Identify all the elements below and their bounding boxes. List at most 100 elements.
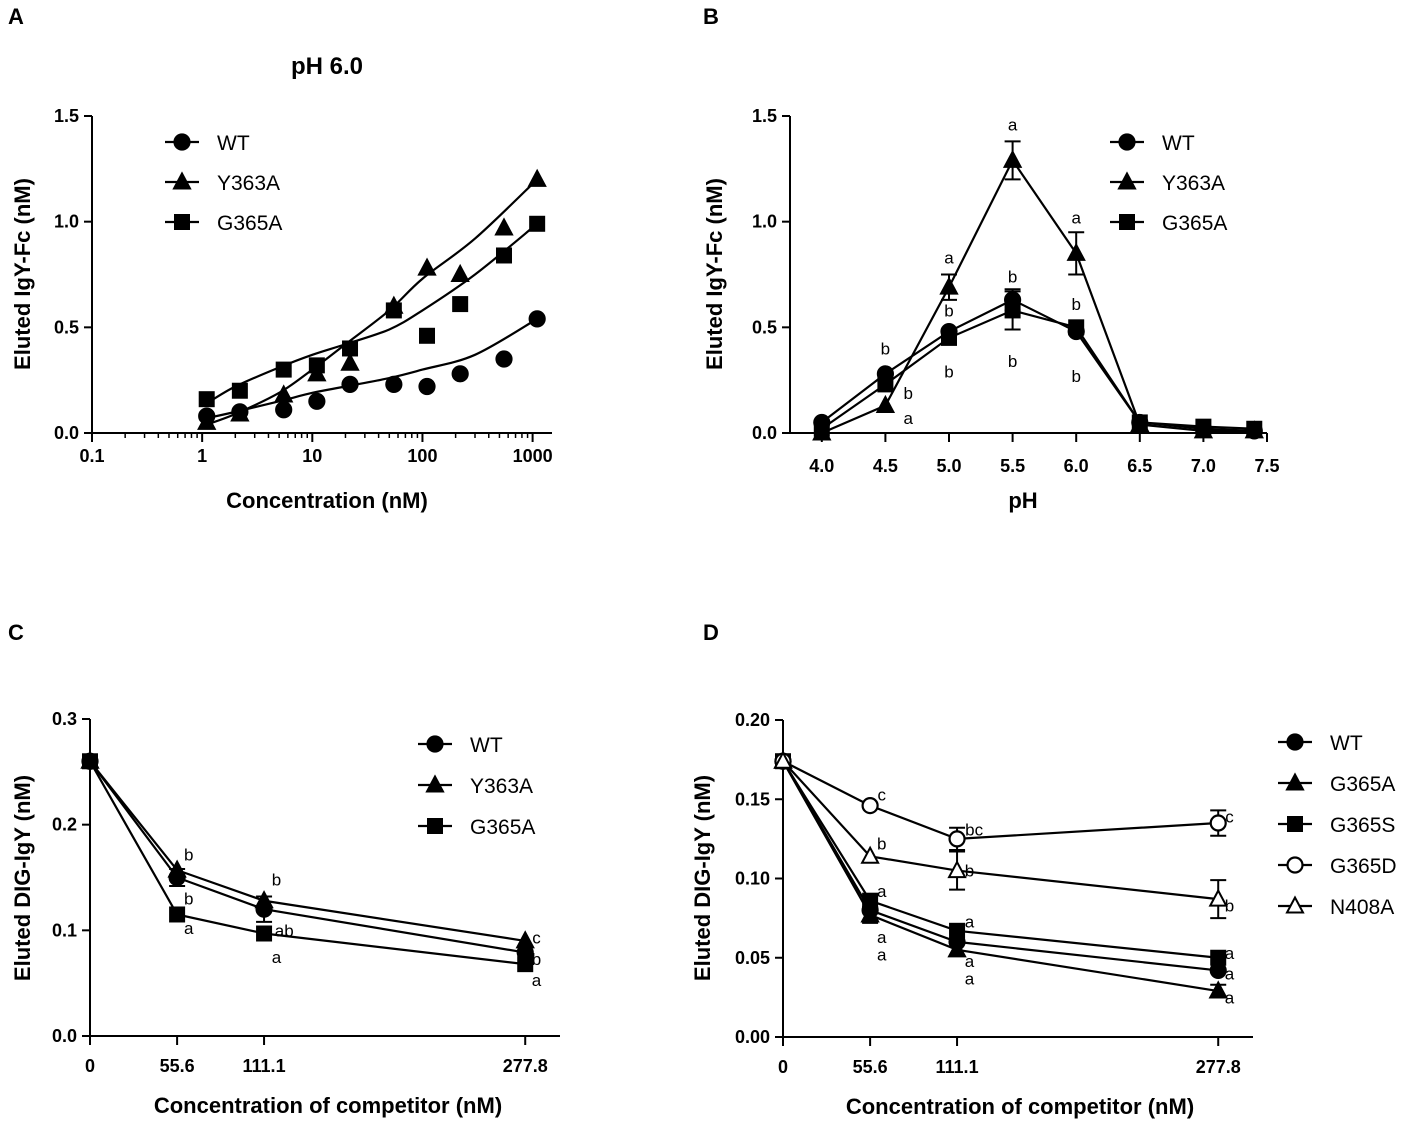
significance-label: b (877, 835, 886, 854)
legend-label-y363a: Y363A (1162, 172, 1225, 195)
data-point-g365a (877, 376, 894, 393)
series-line-y363a (89, 760, 526, 942)
significance-label: a (1225, 944, 1235, 963)
y-axis-title: Eluted DIG-IgY (nM) (10, 775, 35, 981)
data-point-g365a (231, 382, 248, 399)
series-line-wt (89, 760, 526, 954)
legend-label-g365a: G365A (470, 816, 535, 839)
data-point-g365a (941, 329, 957, 346)
series-y363a (197, 168, 547, 430)
data-point-g365d (948, 830, 966, 848)
data-point-y363a (515, 930, 535, 949)
data-point-g365a (82, 753, 98, 770)
significance-label: a (1225, 965, 1235, 984)
significance-label: a (904, 409, 914, 428)
data-point-y363a (494, 217, 514, 236)
data-point-g365s (862, 892, 879, 909)
significance-label: a (1225, 988, 1235, 1007)
data-point-g365a (860, 904, 880, 923)
x-tick-label: 1 (197, 446, 207, 466)
series-g365a (198, 215, 546, 408)
data-point-y363a (450, 263, 470, 282)
significance-label: b (1008, 352, 1017, 371)
significance-label: b (1008, 268, 1017, 287)
significance-label: b (944, 363, 953, 382)
y-tick-label: 0.0 (54, 423, 79, 443)
series-line-wt (821, 298, 1255, 432)
x-axis-title: Concentration of competitor (nM) (154, 1093, 502, 1118)
series-y363a (80, 750, 535, 949)
data-point-wt (418, 377, 436, 396)
data-point-wt (528, 310, 546, 328)
significance-label: a (877, 928, 887, 947)
series-g365d (774, 752, 1227, 851)
x-tick-label: 55.6 (853, 1057, 888, 1077)
significance-label: b (1071, 295, 1080, 314)
significance-label: a (1071, 208, 1081, 227)
legend-marker-g365a (427, 818, 443, 834)
data-point-y363a (527, 168, 547, 187)
significance-label: a (272, 948, 282, 967)
y-axis-title: Eluted IgY-Fc (nM) (702, 178, 727, 370)
significance-label: a (877, 882, 887, 901)
series-line-wt (782, 760, 1219, 972)
y-tick-label: 0.00 (735, 1027, 770, 1047)
series-line-y363a (821, 158, 1255, 435)
panel-letter-d: D (703, 620, 719, 645)
x-tick-label: 4.0 (809, 456, 834, 476)
data-point-g365a (169, 906, 186, 923)
legend-label-y363a: Y363A (470, 775, 533, 798)
x-tick-label: 7.5 (1254, 456, 1279, 476)
data-point-g365a (1208, 980, 1228, 999)
significance-label: b (881, 339, 890, 358)
significance-label: a (184, 919, 194, 938)
legend-marker-g365a (174, 214, 190, 230)
data-point-wt (451, 365, 469, 383)
series-line-g365a (782, 760, 1219, 993)
legend-marker-y363a (1117, 171, 1137, 190)
fit-curve-g365a (206, 222, 538, 405)
data-point-g365a (517, 956, 534, 973)
significance-label: a (532, 971, 542, 990)
y-tick-label: 0.3 (52, 709, 77, 729)
legend-label-g365a: G365A (1330, 773, 1395, 796)
legend-label-g365d: G365D (1330, 855, 1397, 878)
y-tick-label: 1.0 (54, 212, 79, 232)
significance-label: b (1071, 367, 1080, 386)
series-wt (813, 288, 1263, 440)
legend-label-n408a: N408A (1330, 896, 1394, 919)
data-point-g365s (1210, 949, 1227, 966)
y-tick-label: 0.5 (752, 317, 777, 337)
x-tick-label: 111.1 (936, 1057, 979, 1077)
significance-label: bc (965, 820, 983, 839)
legend-label-g365a: G365A (217, 212, 282, 235)
data-point-y363a (417, 257, 437, 276)
legend-marker-wt (173, 133, 191, 151)
panel-letter-b: B (703, 4, 719, 29)
panel-a-title: pH 6.0 (291, 53, 363, 80)
data-point-g365a (275, 361, 292, 378)
x-tick-label: 277.8 (503, 1056, 548, 1076)
x-tick-label: 6.5 (1127, 456, 1152, 476)
x-tick-label: 100 (407, 446, 437, 466)
x-tick-label: 4.5 (873, 456, 898, 476)
x-tick-label: 0 (778, 1057, 788, 1077)
legend-marker-y363a (425, 774, 445, 793)
data-point-y363a (167, 859, 187, 878)
x-tick-label: 277.8 (1196, 1057, 1241, 1077)
data-point-g365a (1131, 414, 1148, 431)
x-tick-label: 0.1 (79, 446, 104, 466)
series-n408a (773, 750, 1228, 920)
x-axis-title: pH (1008, 488, 1037, 513)
y-tick-label: 0.0 (52, 1026, 77, 1046)
x-tick-label: 5.5 (1000, 456, 1025, 476)
x-tick-label: 5.0 (936, 456, 961, 476)
significance-label: b (184, 890, 193, 909)
y-tick-label: 0.10 (735, 869, 770, 889)
significance-label: a (944, 249, 954, 268)
legend-label-wt: WT (217, 132, 250, 155)
y-axis-title: Eluted IgY-Fc (nM) (10, 178, 35, 370)
significance-label: b (532, 950, 541, 969)
data-point-y363a (274, 384, 294, 403)
